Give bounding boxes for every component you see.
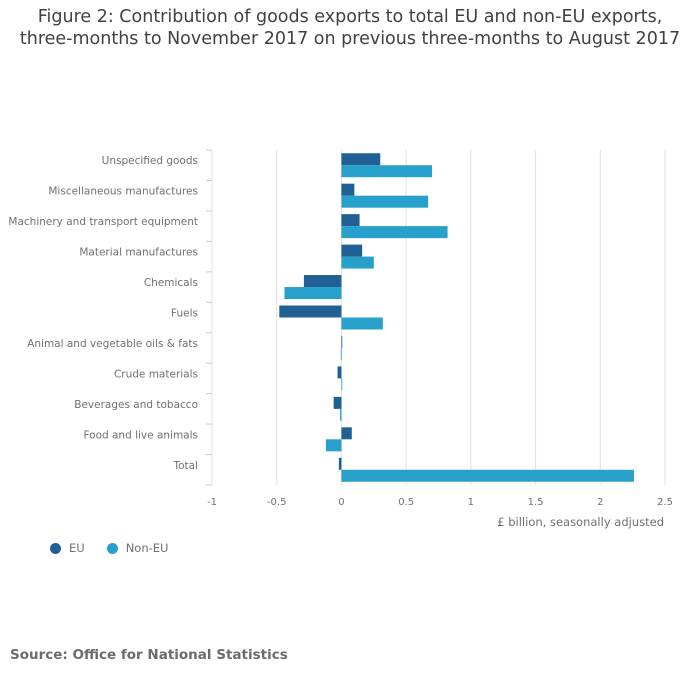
- legend-item-eu[interactable]: EU: [50, 541, 85, 555]
- category-label: Food and live animals: [83, 429, 198, 441]
- legend-swatch-non-eu: [106, 542, 118, 554]
- legend: EU Non-EU: [50, 541, 190, 555]
- x-axis-label: £ billion, seasonally adjusted: [497, 515, 664, 529]
- category-label: Chemicals: [144, 277, 198, 289]
- x-tick-label: 1: [468, 497, 474, 508]
- category-label: Total: [172, 460, 198, 472]
- category-label: Beverages and tobacco: [74, 399, 198, 411]
- bar-eu[interactable]: [337, 366, 342, 379]
- legend-swatch-eu: [50, 542, 61, 554]
- legend-item-non-eu[interactable]: Non-EU: [106, 541, 169, 555]
- bar-eu[interactable]: [338, 457, 342, 470]
- bar-eu[interactable]: [279, 305, 342, 318]
- bar-non-eu[interactable]: [341, 317, 383, 330]
- x-tick-label: -0.5: [267, 497, 287, 508]
- bar-non-eu[interactable]: [341, 226, 448, 239]
- category-labels: Unspecified goods Miscellaneous manufactu…: [8, 155, 198, 472]
- bar-non-eu[interactable]: [341, 195, 429, 208]
- source-note: Source: Office for National Statistics: [10, 647, 288, 663]
- x-tick-label: 0: [338, 497, 344, 508]
- legend-label-non-eu: Non-EU: [125, 541, 169, 555]
- category-label: Miscellaneous manufactures: [48, 186, 198, 198]
- x-tick-label: 2: [597, 497, 603, 508]
- category-label: Fuels: [171, 308, 198, 320]
- x-tick-label: 2.5: [657, 497, 673, 508]
- x-tick-labels: -1 -0.5 0 0.5 1 1.5 2 2.5: [207, 497, 673, 508]
- bar-eu[interactable]: [341, 427, 352, 440]
- x-tick-label: 0.5: [398, 497, 414, 508]
- bar-eu[interactable]: [341, 244, 363, 257]
- category-label: Machinery and transport equipment: [8, 216, 198, 228]
- grid-lines: [206, 149, 666, 486]
- x-tick-label: -1: [207, 497, 217, 508]
- legend-label-eu: EU: [69, 541, 85, 555]
- bar-eu[interactable]: [341, 214, 360, 227]
- category-label: Unspecified goods: [102, 155, 198, 167]
- category-label: Animal and vegetable oils & fats: [27, 338, 198, 350]
- bar-eu[interactable]: [303, 275, 342, 288]
- bars: [279, 153, 634, 482]
- chart-title: Figure 2: Contribution of goods exports …: [0, 6, 700, 50]
- bar-non-eu[interactable]: [341, 165, 433, 178]
- bar-non-eu[interactable]: [284, 287, 342, 300]
- chart-title-line-1: Figure 2: Contribution of goods exports …: [37, 7, 663, 27]
- bar-non-eu[interactable]: [325, 439, 342, 452]
- bar-eu[interactable]: [341, 153, 381, 166]
- chart-title-line-2: three-months to November 2017 on previou…: [19, 29, 681, 49]
- bar-non-eu[interactable]: [340, 408, 342, 421]
- bar-eu[interactable]: [341, 335, 343, 348]
- category-label: Crude materials: [114, 368, 198, 380]
- bar-non-eu[interactable]: [341, 256, 374, 269]
- bar-eu[interactable]: [333, 396, 342, 409]
- x-tick-label: 1.5: [528, 497, 544, 508]
- bar-non-eu[interactable]: [341, 469, 634, 482]
- category-label: Material manufactures: [79, 247, 198, 259]
- bar-non-eu[interactable]: [341, 378, 343, 391]
- bar-eu[interactable]: [341, 183, 355, 196]
- bar-non-eu[interactable]: [340, 347, 342, 360]
